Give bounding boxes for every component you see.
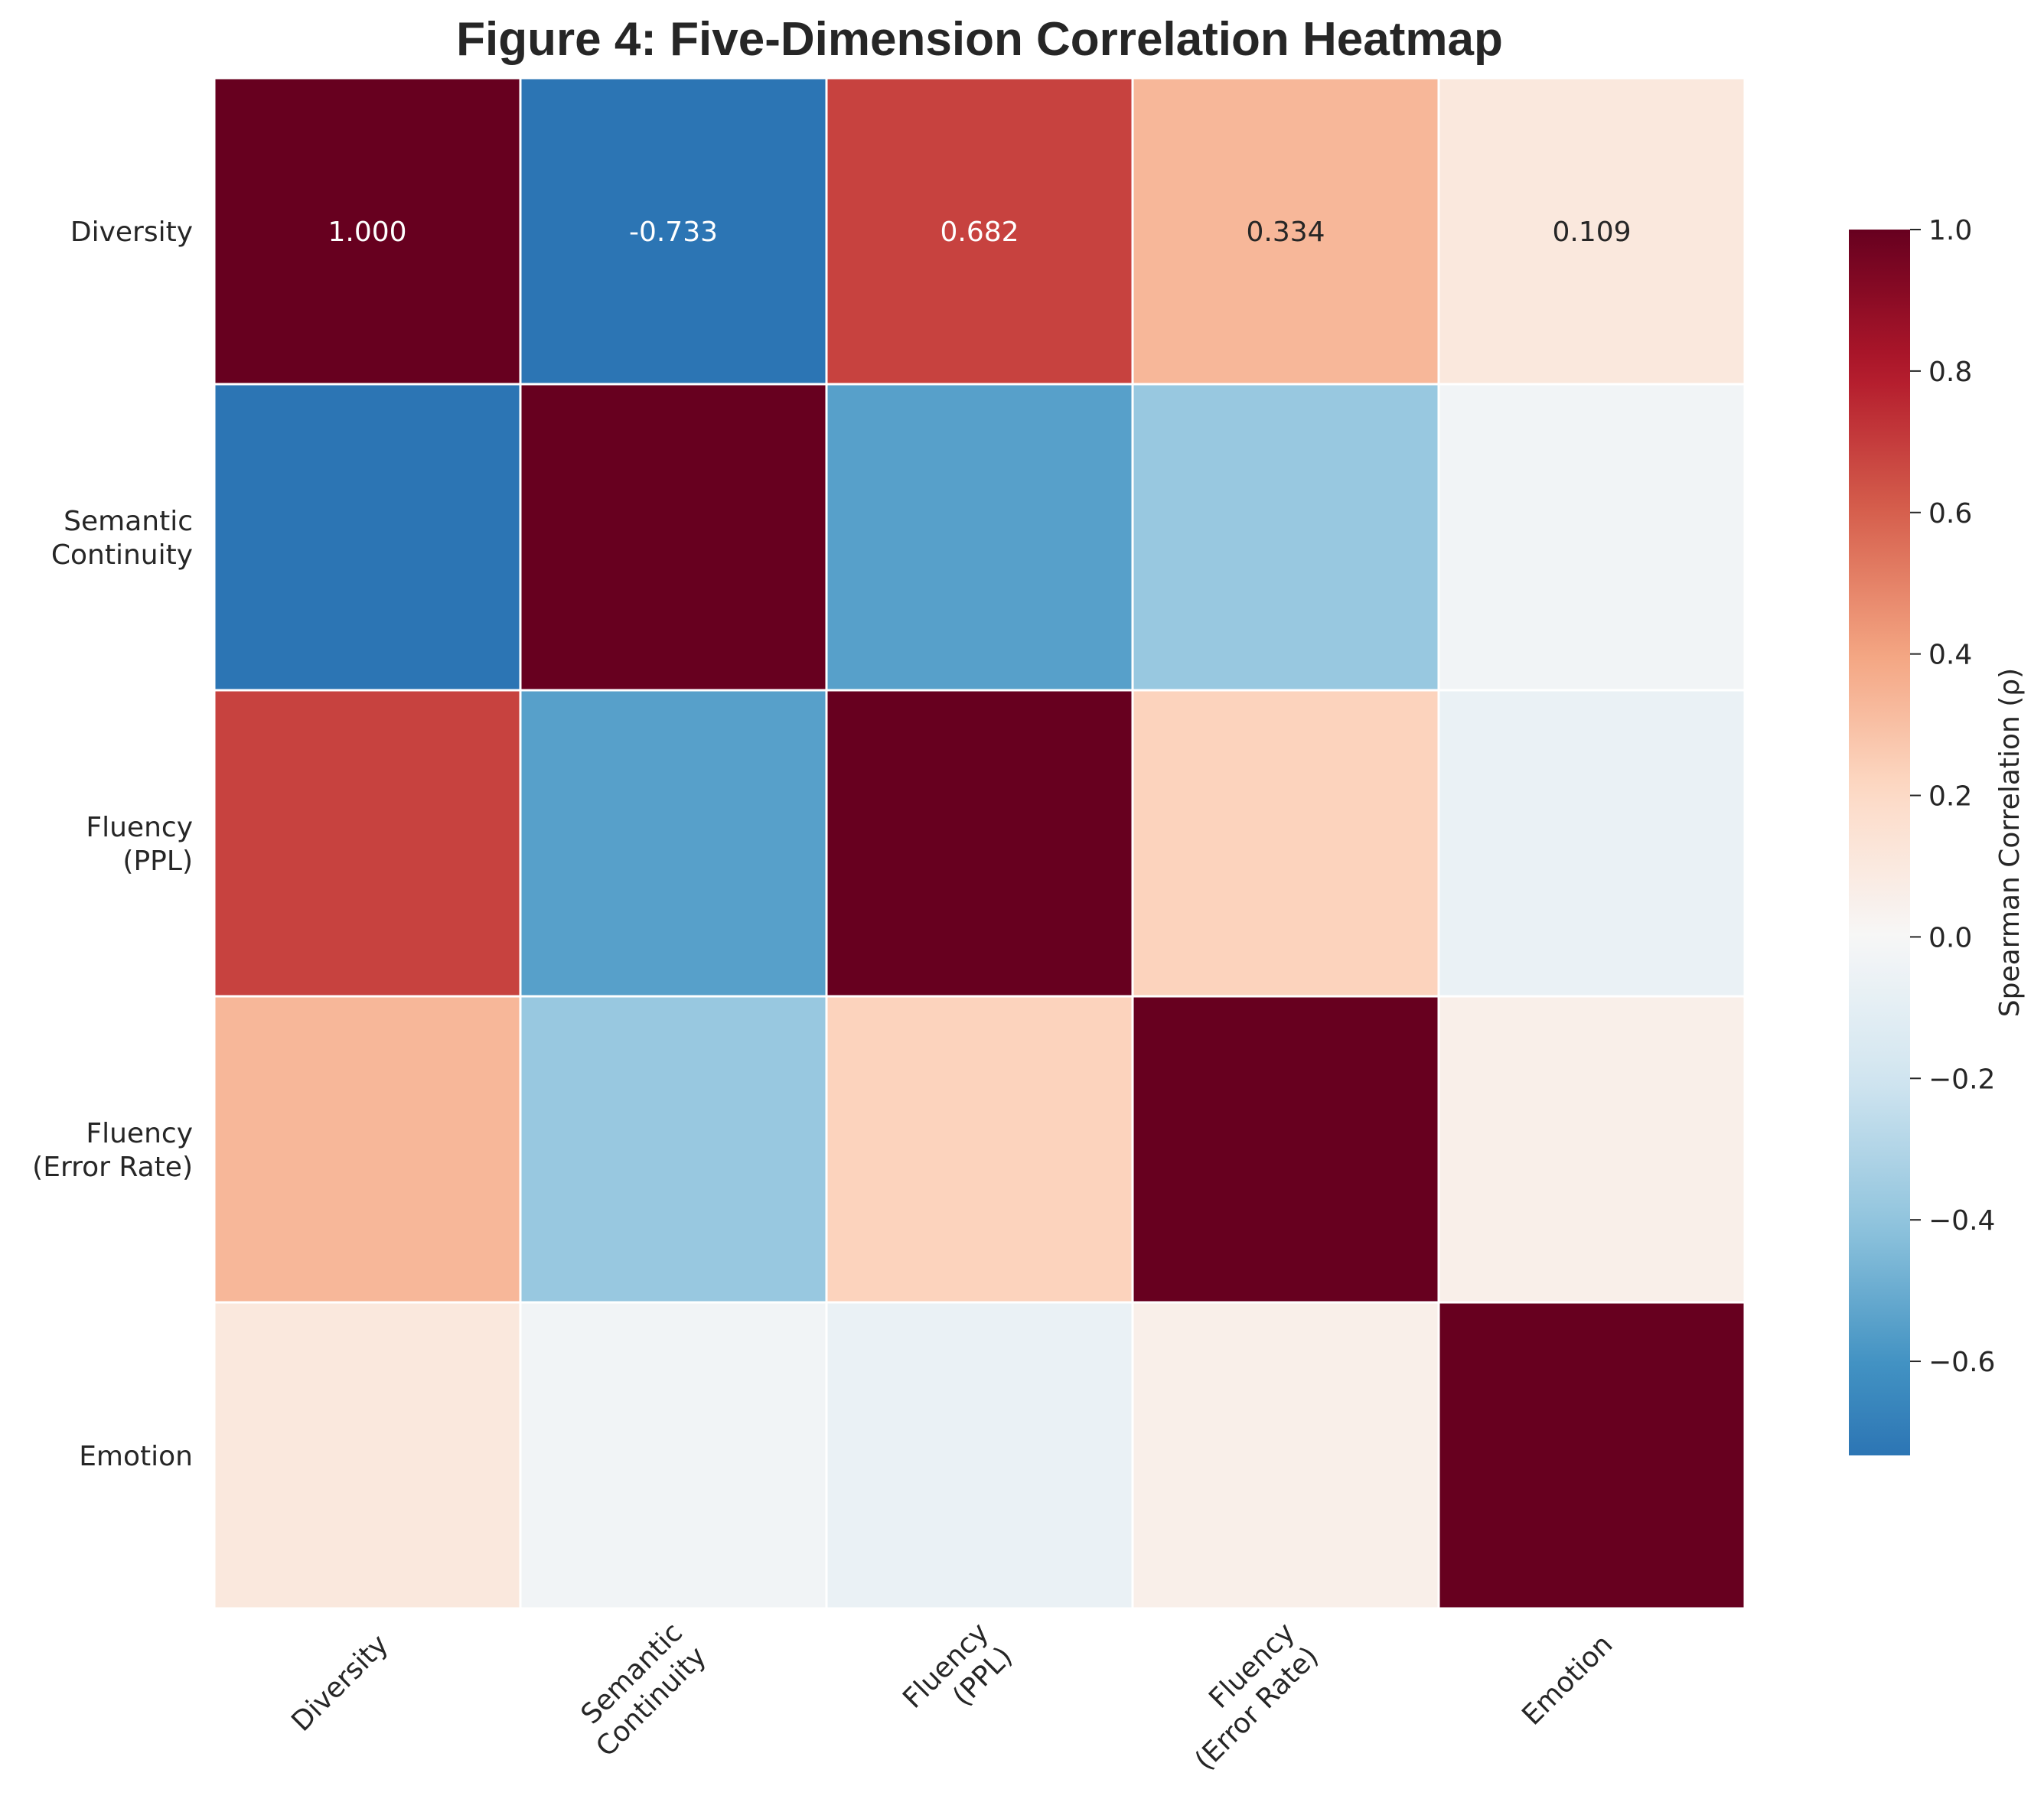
colorbar-tick-label: −0.2	[1928, 1064, 1995, 1095]
heatmap-cell	[1437, 689, 1746, 998]
heatmap-cell	[213, 995, 522, 1304]
heatmap-cell	[213, 383, 522, 692]
heatmap-cell	[1437, 77, 1746, 386]
heatmap-cell	[519, 995, 828, 1304]
heatmap-cell	[1437, 995, 1746, 1304]
y-tick-label: Diversity	[70, 217, 193, 248]
x-tick-label: Fluency(Error Rate)	[1165, 1617, 1325, 1776]
heatmap-cell	[825, 995, 1134, 1304]
colorbar-tick-label: −0.6	[1928, 1347, 1995, 1378]
y-tick-label: Fluency (Error Rate)	[32, 1118, 193, 1183]
y-tick-label: Semantic Continuity	[51, 506, 193, 571]
colorbar-label: Spearman Correlation (ρ)	[1994, 668, 2026, 1017]
x-tick-label: Diversity	[285, 1629, 394, 1738]
colorbar-tick-label: 0.4	[1928, 640, 1972, 671]
cell-annotation: 0.109	[1552, 217, 1631, 248]
colorbar-gradient	[1849, 230, 1910, 1455]
heatmap-cell	[1131, 383, 1440, 692]
x-tick-label: Fluency(PPL)	[897, 1617, 1019, 1739]
x-tick-label: SemanticContinuity	[566, 1617, 712, 1763]
heatmap-cell	[1437, 383, 1746, 692]
heatmap-cell	[213, 1301, 522, 1610]
cell-annotation: 0.682	[940, 217, 1019, 248]
heatmap-cell	[1131, 1301, 1440, 1610]
colorbar-tick-label: 0.6	[1928, 498, 1972, 530]
colorbar: 1.0 0.8 0.6 0.4 0.2 0.0 −0.2 −0.4 −0.6 Spearman C…	[1849, 215, 2026, 1455]
colorbar-tick-label: 0.2	[1928, 781, 1972, 813]
cell-annotation: -0.733	[629, 217, 718, 248]
heatmap-cell	[1131, 689, 1440, 998]
heatmap-cell	[825, 383, 1134, 692]
heatmap-cell	[1131, 77, 1440, 386]
heatmap-cell	[519, 1301, 828, 1610]
y-tick-labels: Diversity Semantic Continuity Fluency (PPL) F…	[32, 217, 193, 1472]
heatmap-cell	[213, 689, 522, 998]
colorbar-tick-label: −0.4	[1928, 1205, 1995, 1237]
y-tick-label: Emotion	[79, 1441, 193, 1472]
heatmap-cell	[1131, 995, 1440, 1304]
colorbar-tick-label: 1.0	[1928, 215, 1972, 246]
colorbar-tick-label: 0.8	[1928, 357, 1972, 388]
x-tick-label: Emotion	[1516, 1629, 1619, 1732]
chart-title: Figure 4: Five-Dimension Correlation Hea…	[456, 13, 1503, 66]
cell-annotations: 1.000 -0.733 0.682 0.334 0.109	[328, 217, 1631, 248]
cell-annotation: 0.334	[1246, 217, 1325, 248]
heatmap-cell	[519, 689, 828, 998]
heatmap-cell	[825, 1301, 1134, 1610]
heatmap-cell	[519, 383, 828, 692]
heatmap-cell	[825, 77, 1134, 386]
heatmap-cell	[213, 77, 522, 386]
heatmap-cell	[1437, 1301, 1746, 1610]
heatmap-cells	[213, 77, 1746, 1610]
x-tick-labels: Diversity SemanticContinuity Fluency(PPL) F…	[285, 1617, 1619, 1776]
cell-annotation: 1.000	[328, 217, 406, 248]
heatmap-cell	[519, 77, 828, 386]
heatmap-cell	[825, 689, 1134, 998]
y-tick-label: Fluency (PPL)	[86, 812, 193, 877]
colorbar-tick-label: 0.0	[1928, 922, 1972, 953]
